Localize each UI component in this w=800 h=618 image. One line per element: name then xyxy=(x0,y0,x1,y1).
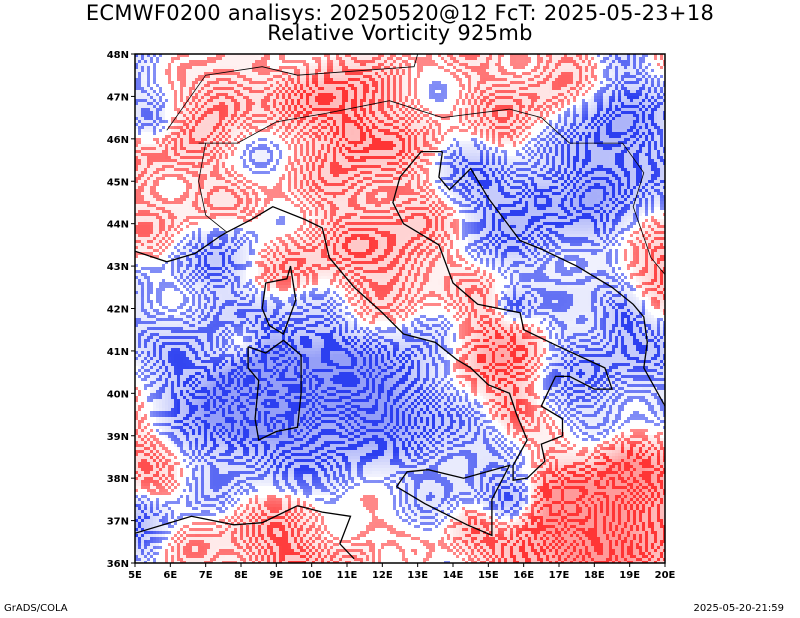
lat-tick-label: 45N xyxy=(107,177,129,188)
lon-tick-label: 13E xyxy=(407,570,428,581)
lon-tick-label: 17E xyxy=(549,570,570,581)
lon-tick-label: 6E xyxy=(163,570,177,581)
lat-tick-label: 36N xyxy=(107,559,129,570)
lat-tick-label: 42N xyxy=(107,305,129,316)
lon-tick-label: 9E xyxy=(269,570,283,581)
lat-tick-label: 40N xyxy=(107,389,129,400)
lon-tick-label: 20E xyxy=(655,570,676,581)
lat-tick-label: 46N xyxy=(107,135,129,146)
lon-tick-label: 15E xyxy=(478,570,499,581)
lon-tick-label: 18E xyxy=(584,570,605,581)
lat-tick-label: 38N xyxy=(107,474,129,485)
footer-timestamp: 2025-05-20-21:59 xyxy=(693,603,784,614)
lon-tick-label: 11E xyxy=(337,570,358,581)
lat-tick-label: 43N xyxy=(107,262,129,273)
lon-tick-label: 16E xyxy=(513,570,534,581)
lon-tick-label: 5E xyxy=(128,570,142,581)
lon-tick-label: 12E xyxy=(372,570,393,581)
lon-tick-label: 19E xyxy=(619,570,640,581)
lat-tick-label: 37N xyxy=(107,517,129,528)
lon-tick-label: 8E xyxy=(234,570,248,581)
lat-tick-label: 39N xyxy=(107,432,129,443)
lon-tick-label: 14E xyxy=(443,570,464,581)
footer-credit: GrADS/COLA xyxy=(4,603,68,614)
vorticity-field xyxy=(135,54,666,564)
lat-tick-label: 41N xyxy=(107,347,129,358)
lon-tick-label: 7E xyxy=(199,570,213,581)
lat-tick-label: 44N xyxy=(107,220,129,231)
lat-tick-label: 48N xyxy=(107,50,129,61)
lat-tick-label: 47N xyxy=(107,92,129,103)
lon-tick-label: 10E xyxy=(301,570,322,581)
